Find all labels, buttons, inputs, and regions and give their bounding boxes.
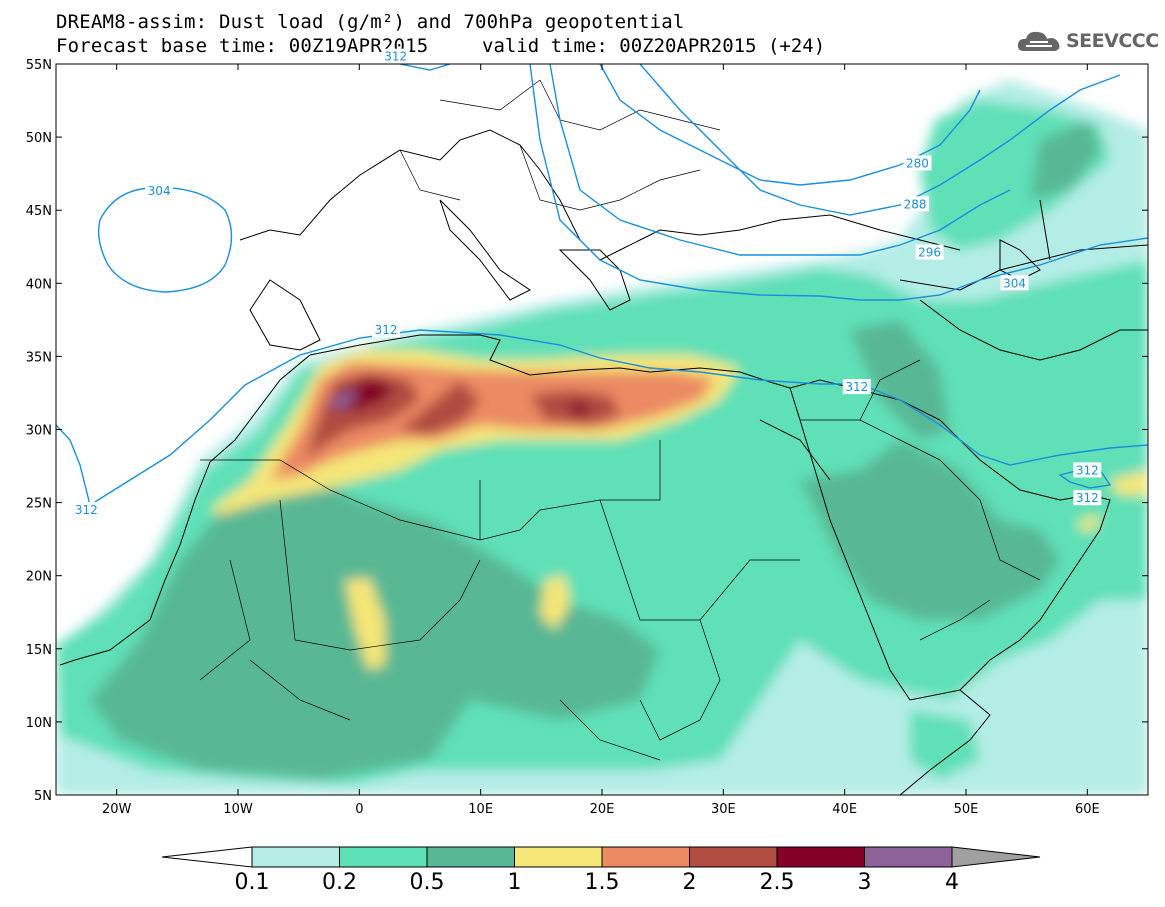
lon-tick-label: 20E (590, 802, 615, 817)
borders-middle-east (800, 359, 1041, 641)
colorbar-segment (776, 846, 865, 868)
colorbar-label: 0.5 (410, 870, 445, 895)
borders-africa (199, 440, 800, 761)
colorbar-label: 4 (945, 870, 959, 895)
colorbar-segment (864, 846, 953, 868)
colorbar-low-arrow (161, 846, 253, 868)
contour-304 (529, 64, 1148, 301)
contour-label: 304 (1003, 276, 1026, 290)
lon-tick-label: 10W (223, 802, 253, 817)
contour-label: 304 (148, 184, 171, 198)
contour-label: 296 (918, 246, 941, 260)
contour-label: 312 (1076, 491, 1099, 505)
contour-label-bg (901, 196, 930, 212)
colorbar-label: 3 (858, 870, 872, 895)
contour-label-bg (145, 183, 174, 199)
lat-tick-label: 20N (26, 570, 52, 585)
contour-label: 312 (375, 323, 398, 337)
lat-tick-label: 15N (26, 643, 52, 658)
contour-312-main (89, 329, 1148, 506)
contour-label-bg (72, 501, 101, 517)
contour-label: 312 (845, 380, 868, 394)
logo-text: SEEVCCC (1066, 30, 1159, 52)
contour-312-top (399, 64, 451, 71)
lon-tick-label: 0 (355, 802, 363, 817)
contour-label-bg (1000, 275, 1029, 291)
contour-label-bg (1073, 462, 1102, 478)
colorbar-segment (514, 846, 603, 868)
lon-tick-label: 40E (832, 802, 857, 817)
colorbar-label: 2.5 (760, 870, 795, 895)
contour-280 (599, 64, 981, 186)
colorbar-segment (251, 846, 340, 868)
contour-304-closed (97, 186, 233, 293)
colorbar-label: 1 (508, 870, 522, 895)
lon-tick-label: 30E (711, 802, 736, 817)
colorbar-segment (426, 846, 515, 868)
dust-region-purple (328, 390, 358, 410)
cloud-icon (1017, 31, 1060, 51)
lon-tick-label: 50E (954, 802, 979, 817)
dust-load-fill (56, 80, 1148, 795)
lat-tick-label: 50N (26, 131, 52, 146)
contour-296 (549, 64, 1011, 256)
contour-label: 312 (1076, 463, 1099, 477)
map-title: DREAM8-assim: Dust load (g/m²) and 700hP… (56, 11, 685, 33)
contour-label-bg (915, 244, 944, 260)
lat-tick-label: 5N (34, 789, 52, 804)
lat-tick-label: 10N (26, 716, 52, 731)
lat-tick-label: 25N (26, 497, 52, 512)
axis-ticks (56, 63, 1148, 796)
borders-europe (399, 79, 721, 211)
seevccc-logo: SEEVCCC (1016, 24, 1159, 58)
colorbar-label: 2 (683, 870, 697, 895)
dust-region-brown (305, 372, 420, 460)
colorbar-label: 0.1 (235, 870, 270, 895)
geopotential-contours (56, 64, 1148, 506)
valid-time: valid time: 00Z20APR2015 (+24) (482, 35, 826, 57)
contour-288 (639, 64, 1121, 216)
lat-tick-label: 55N (26, 58, 52, 73)
contour-label-bg (842, 379, 871, 395)
lat-tick-label: 30N (26, 424, 52, 439)
contour-label: 312 (384, 50, 407, 64)
contour-labels: 304 312 312 312 280 288 296 304 312 312 312 (72, 48, 1102, 517)
lon-tick-label: 20W (102, 802, 132, 817)
lon-tick-label: 60E (1075, 802, 1100, 817)
colorbar-segment (689, 846, 778, 868)
colorbar: 0.1 0.2 0.5 1 1.5 2 2.5 3 4 (161, 846, 1041, 895)
contour-label: 312 (75, 503, 98, 517)
contour-label-bg (903, 155, 932, 171)
axis-labels: 55N 50N 45N 40N 35N 30N 25N 20N 15N 10N 5N 20W 10W 0 1… (26, 58, 1100, 817)
colorbar-label: 0.2 (322, 870, 357, 895)
lat-tick-label: 35N (26, 350, 52, 365)
contour-label: 288 (904, 197, 927, 211)
colorbar-high-arrow (951, 846, 1041, 868)
coastline-africa (249, 334, 991, 795)
colorbar-segment (601, 846, 690, 868)
contour-label-bg (1073, 490, 1102, 506)
contour-label-bg (381, 48, 410, 64)
coastline-europe (239, 129, 961, 261)
lon-tick-label: 10E (468, 802, 493, 817)
lat-tick-label: 40N (26, 277, 52, 292)
contour-label: 280 (906, 156, 929, 170)
colorbar-segment (339, 846, 428, 868)
colorbar-label: 1.5 (585, 870, 620, 895)
lat-tick-label: 45N (26, 204, 52, 219)
contour-label-bg (372, 322, 401, 338)
